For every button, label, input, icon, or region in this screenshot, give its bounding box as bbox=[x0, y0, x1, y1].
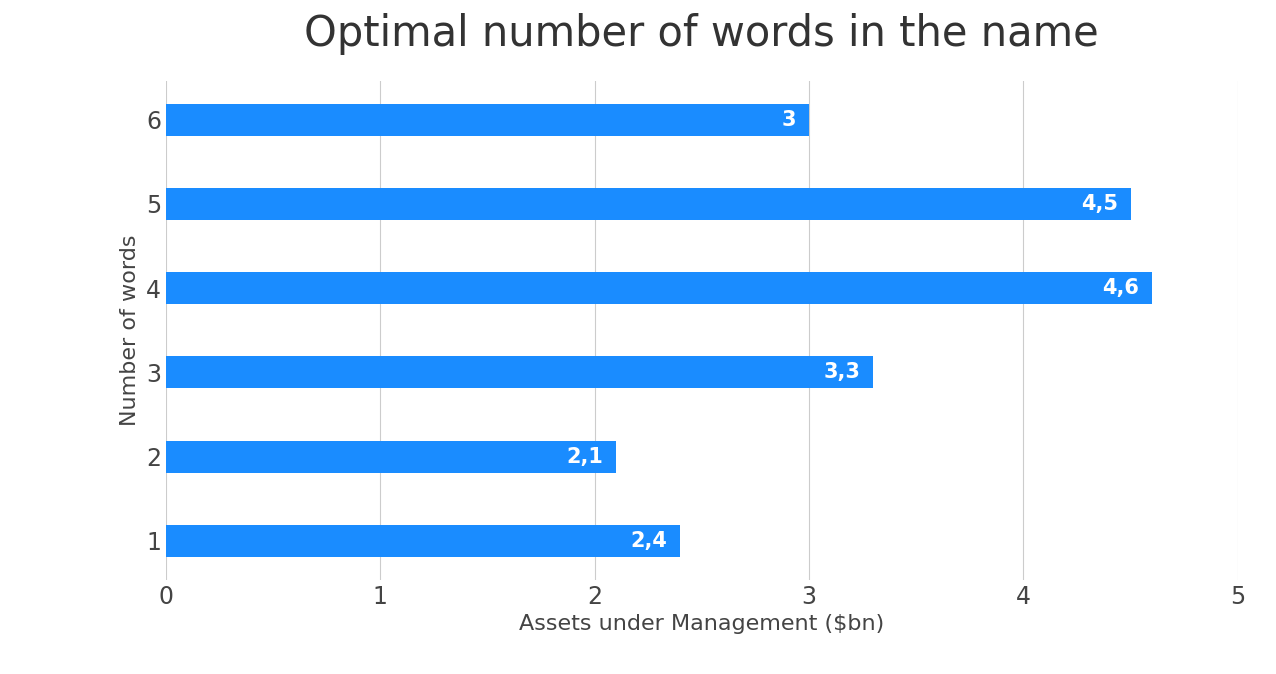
Bar bbox=[166, 104, 809, 135]
Bar bbox=[166, 272, 1152, 304]
Bar bbox=[166, 525, 680, 557]
Text: 3: 3 bbox=[782, 110, 796, 129]
Bar bbox=[166, 188, 1131, 220]
Text: 2,1: 2,1 bbox=[567, 447, 604, 466]
Text: 2,4: 2,4 bbox=[630, 531, 667, 551]
Text: 3,3: 3,3 bbox=[823, 363, 860, 382]
Bar bbox=[166, 441, 616, 472]
X-axis label: Assets under Management ($bn): Assets under Management ($bn) bbox=[519, 614, 884, 634]
Title: Optimal number of words in the name: Optimal number of words in the name bbox=[305, 13, 1099, 55]
Text: 4,6: 4,6 bbox=[1102, 278, 1139, 298]
Y-axis label: Number of words: Number of words bbox=[120, 235, 140, 426]
Bar bbox=[166, 357, 873, 388]
Text: 4,5: 4,5 bbox=[1081, 194, 1118, 214]
